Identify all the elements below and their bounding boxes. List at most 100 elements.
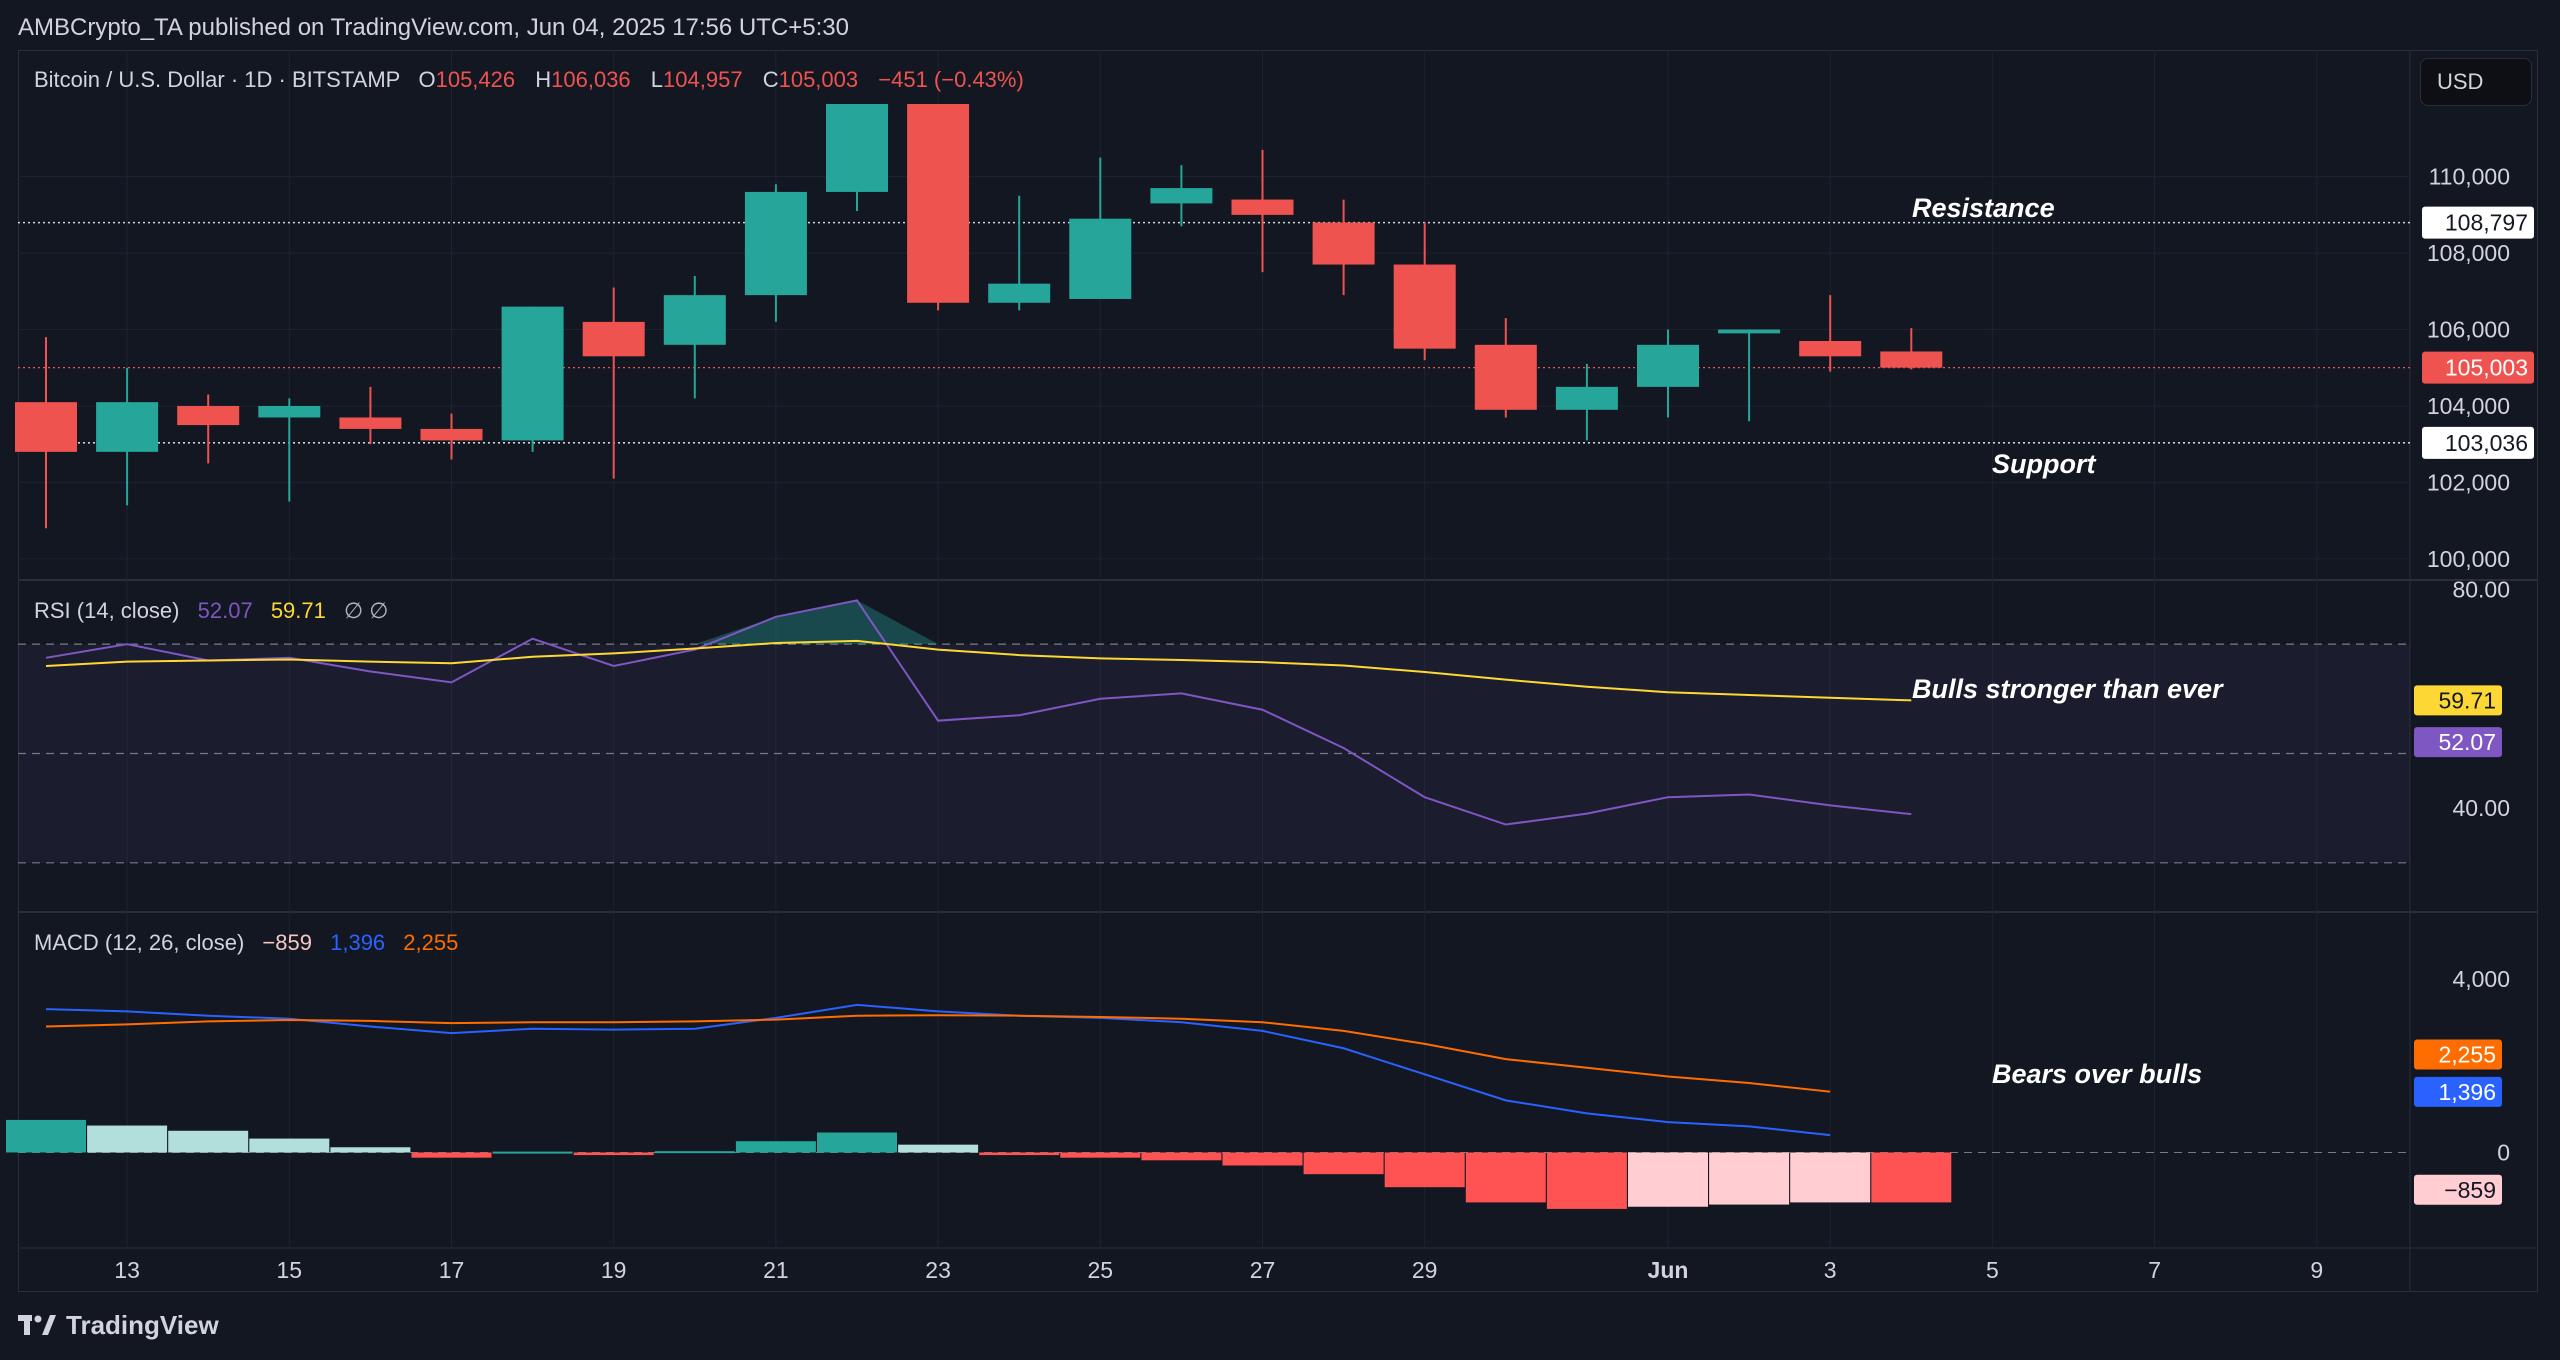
rsi-current-label: 52.07 <box>2438 729 2496 755</box>
time-tick-label: 25 <box>1088 1257 1114 1283</box>
candle-body <box>1150 188 1213 204</box>
macd-current-label-bg <box>2414 1174 2502 1205</box>
time-tick-label: 29 <box>1412 1257 1438 1283</box>
macd-tick-label: 4,000 <box>2452 966 2510 992</box>
time-tick-label: 23 <box>925 1257 951 1283</box>
macd-histogram-bar <box>87 1125 168 1153</box>
candle-body <box>177 405 240 426</box>
time-tick-label: 7 <box>2148 1257 2161 1283</box>
macd-histogram-bar <box>1628 1152 1708 1207</box>
tradingview-logo-icon <box>18 1314 56 1335</box>
candle-body <box>15 402 77 452</box>
candle-body <box>1555 386 1618 410</box>
time-tick-label: 3 <box>1824 1257 1837 1283</box>
currency-button[interactable]: USD <box>2420 58 2532 106</box>
rsi-annotation: Bulls stronger than ever <box>1912 674 2223 704</box>
time-tick-label: 15 <box>277 1257 303 1283</box>
macd-histogram-bar <box>573 1152 654 1156</box>
macd-line <box>45 1003 1831 1137</box>
macd-histogram-bar <box>6 1119 86 1153</box>
macd-current-label-bg <box>2414 1076 2502 1107</box>
change-value: −451 (−0.43%) <box>878 67 1024 92</box>
level-label: 105,003 <box>2445 355 2528 381</box>
macd-histogram-bar <box>898 1144 979 1153</box>
candle-body <box>1637 344 1699 387</box>
macd-histogram-bar <box>249 1138 330 1153</box>
macd-hist-value: −859 <box>262 930 312 955</box>
candle-body <box>1474 344 1537 410</box>
level-label-bg <box>2422 426 2534 459</box>
time-tick-label: 5 <box>1986 1257 1999 1283</box>
macd-histogram-bar <box>979 1152 1060 1156</box>
candle-body <box>1393 264 1456 349</box>
low-label: L <box>650 67 664 92</box>
open-label: O <box>418 67 436 92</box>
macd-histogram-bar <box>1790 1152 1871 1203</box>
rsi-value: 52.07 <box>197 598 253 623</box>
rsi-overbought-fill <box>694 600 939 645</box>
tradingview-footer[interactable]: TradingView <box>18 1310 219 1341</box>
rsi-line <box>45 599 1912 826</box>
publish-line: AMBCrypto_TA published on TradingView.co… <box>18 14 849 41</box>
price-tick-label: 106,000 <box>2427 317 2510 343</box>
low-value: 104,957 <box>663 67 743 92</box>
signal-line <box>45 1014 1831 1093</box>
macd-histogram-bar <box>330 1147 411 1153</box>
time-tick-label: 19 <box>601 1257 627 1283</box>
macd-current-label: 1,396 <box>2438 1079 2496 1105</box>
candle-body <box>988 283 1051 303</box>
candle-body <box>1069 218 1132 299</box>
rsi-header: RSI (14, close) 52.07 59.71 ∅ ∅ <box>34 598 392 624</box>
macd-current-label-bg <box>2414 1039 2502 1070</box>
macd-label: MACD (12, 26, close) <box>34 930 245 955</box>
price-tick-label: 100,000 <box>2427 546 2510 572</box>
macd-histogram-bar <box>1465 1152 1546 1203</box>
macd-histogram-bar <box>1141 1152 1222 1161</box>
level-label: 103,036 <box>2445 430 2528 456</box>
macd-tick-label: 0 <box>2497 1139 2510 1165</box>
price-header: Bitcoin / U.S. Dollar · 1D · BITSTAMP O1… <box>34 67 1028 93</box>
macd-histogram-bar <box>1709 1152 1790 1205</box>
macd-histogram-bar <box>1060 1152 1141 1158</box>
macd-annotation: Bears over bulls <box>1992 1059 2203 1089</box>
macd-histogram-bar <box>817 1132 897 1153</box>
candle-body <box>501 306 564 441</box>
candle-body <box>96 402 159 452</box>
macd-histogram-bar <box>1546 1152 1627 1209</box>
close-label: C <box>762 67 779 92</box>
macd-histogram-bar <box>411 1152 492 1158</box>
candle-body <box>744 191 807 296</box>
chart-frame <box>18 50 2538 1292</box>
rsi-tick-label: 80.00 <box>2452 576 2510 602</box>
candle-body <box>339 417 402 429</box>
macd-histogram-bar <box>1384 1152 1465 1188</box>
candle-body <box>1718 329 1781 334</box>
symbol-label: Bitcoin / U.S. Dollar · 1D · BITSTAMP <box>34 67 401 92</box>
macd-histogram-bar <box>492 1151 573 1154</box>
time-tick-label: 21 <box>763 1257 789 1283</box>
time-tick-label: 17 <box>439 1257 465 1283</box>
rsi-current-label-bg <box>2414 727 2502 758</box>
candle-body <box>258 405 321 418</box>
macd-current-label: −859 <box>2444 1177 2496 1203</box>
candle-body <box>1231 199 1294 215</box>
price-tick-label: 102,000 <box>2427 469 2510 495</box>
rsi-ma-line <box>45 639 1912 702</box>
macd-value: 1,396 <box>330 930 386 955</box>
candle-body <box>1799 341 1862 357</box>
time-tick-label: 9 <box>2310 1257 2323 1283</box>
candle-body <box>420 428 483 441</box>
open-value: 105,426 <box>435 67 516 92</box>
candle-body <box>1880 351 1943 368</box>
macd-histogram-bar <box>654 1151 735 1154</box>
support-annotation: Support <box>1992 449 2096 479</box>
rsi-extra: ∅ ∅ <box>344 598 389 623</box>
tradingview-brand: TradingView <box>66 1310 219 1340</box>
rsi-current-label: 59.71 <box>2438 687 2496 713</box>
candle-body <box>1312 222 1375 265</box>
price-tick-label: 104,000 <box>2427 393 2510 419</box>
macd-histogram-bar <box>1871 1152 1952 1203</box>
macd-signal-value: 2,255 <box>403 930 459 955</box>
candle-body <box>663 295 726 345</box>
